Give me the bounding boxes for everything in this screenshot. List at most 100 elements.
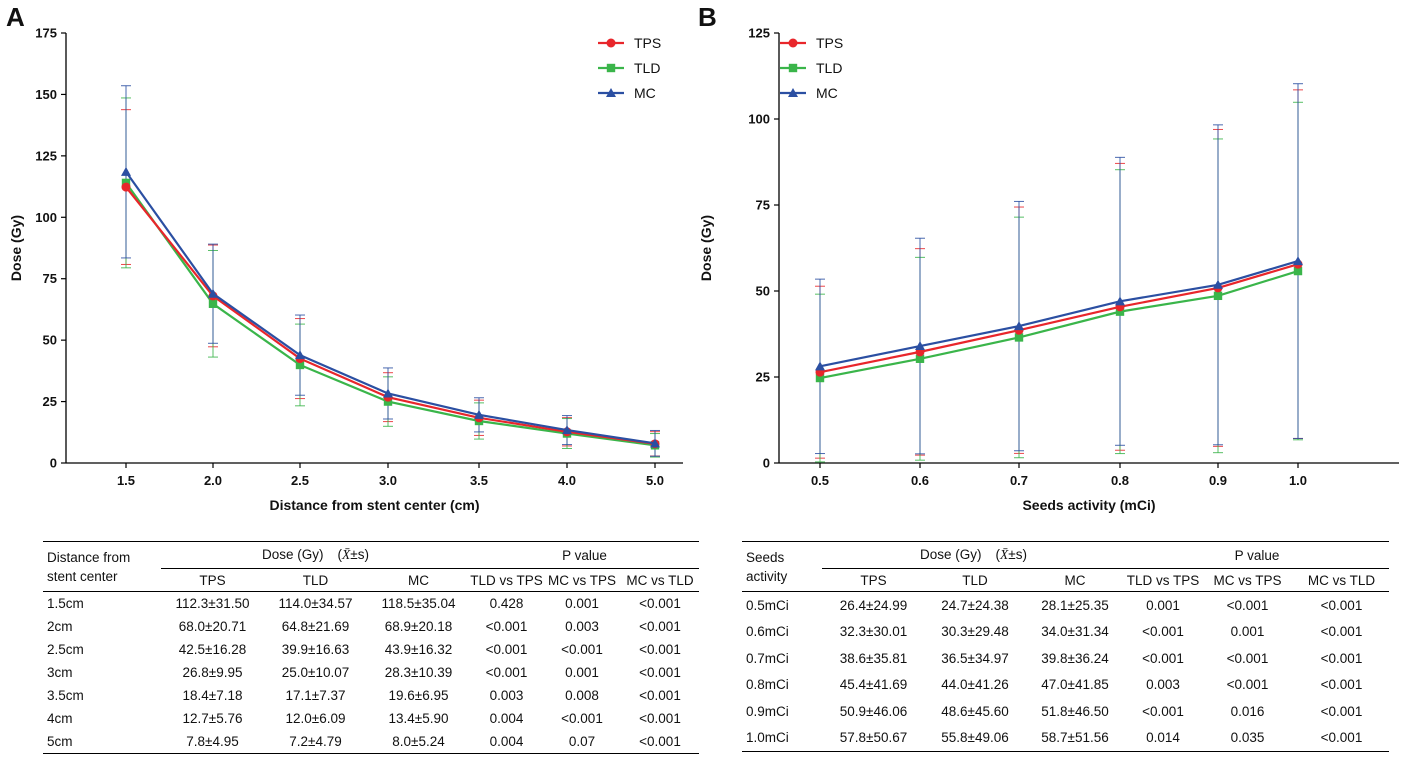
chart-b-legend-marker-mc bbox=[788, 88, 798, 97]
table-b-cell: 0.016 bbox=[1230, 703, 1265, 719]
chart-a-point-mc bbox=[121, 166, 131, 176]
table-b-column-header: TLD bbox=[925, 568, 1025, 592]
chart-b-errorbars-tps bbox=[815, 89, 1303, 459]
chart-a-x-tick-label: 4.0 bbox=[558, 473, 576, 488]
chart-a-y-tick-label: 50 bbox=[43, 333, 57, 348]
chart-b-point-tld bbox=[815, 373, 825, 383]
table-a-cell: 0.004 bbox=[470, 730, 543, 754]
table-b-cell: <0.001 bbox=[1142, 703, 1184, 719]
table-a-cell: 68.9±20.18 bbox=[384, 619, 453, 634]
chart-a-legend-marker-tps bbox=[606, 38, 616, 48]
table-a-cell: 1.5cm bbox=[47, 596, 84, 611]
chart-b-point-tld bbox=[1293, 266, 1303, 276]
table-a-cell: 2.5cm bbox=[47, 642, 84, 657]
table-a: Distance from stent center Dose (Gy) (X̄±s)… bbox=[43, 541, 699, 754]
chart-a-y-tick-label: 75 bbox=[43, 271, 57, 286]
table-a-cell: <0.001 bbox=[639, 619, 681, 634]
chart-a-line-tld bbox=[125, 182, 656, 447]
table-a-row: 4cm 12.7±5.76 12.0±6.09 13.4±5.90 0.004 <0.00… bbox=[43, 707, 699, 730]
chart-a-y-axis-title: Dose (Gy) bbox=[8, 215, 24, 281]
table-a-row: 3.5cm 18.4±7.18 17.1±7.37 19.6±6.95 0.003 0.0… bbox=[43, 684, 699, 707]
chart-a-x-tick-label: 5.0 bbox=[646, 473, 664, 488]
table-b-cell: 39.8±36.24 bbox=[1041, 650, 1109, 666]
chart-a-y-tick-label: 125 bbox=[35, 148, 57, 163]
chart-b-legend-label-tld: TLD bbox=[816, 60, 842, 76]
chart-a-x-tick-label: 1.5 bbox=[117, 473, 135, 488]
table-a-cell: 118.5±35.04 bbox=[381, 596, 456, 611]
table-a-first-header: Distance from stent center bbox=[43, 541, 161, 592]
table-b-cell: 0.7mCi bbox=[746, 650, 789, 666]
table-a-cell: 114.0±34.57 bbox=[278, 596, 353, 611]
table-b-dose-group-header: Dose (Gy) (X̄±s) bbox=[822, 541, 1125, 569]
chart-a-legend-label-mc: MC bbox=[634, 85, 656, 101]
table-b-cell: 0.001 bbox=[1146, 597, 1180, 613]
chart-b-line-mc bbox=[819, 260, 1299, 368]
chart-a: 0 25 50 75 100 125 150 175 1.5 2.0 2.5 3.0 3.5 4.0 5.0… bbox=[8, 26, 683, 513]
chart-b-x-tick-label: 0.8 bbox=[1111, 473, 1129, 488]
table-b: Seeds activity Dose (Gy) (X̄±s) P value TPS TL… bbox=[742, 541, 1389, 752]
chart-b-x-tick-label: 0.5 bbox=[811, 473, 829, 488]
table-b-cell: 32.3±30.01 bbox=[839, 624, 908, 640]
table-a-cell: 25.0±10.07 bbox=[281, 665, 350, 680]
table-b-cell: 0.8mCi bbox=[746, 677, 789, 693]
table-a-cell: 8.0±5.24 bbox=[367, 730, 470, 754]
table-a-cell: 4cm bbox=[47, 711, 73, 726]
table-a-stat-suffix: ±s bbox=[350, 547, 365, 562]
table-b-cell: 26.4±24.99 bbox=[839, 597, 908, 613]
chart-b-y-tick-label: 25 bbox=[756, 370, 770, 385]
table-b-cell: 34.0±31.34 bbox=[1041, 624, 1109, 640]
chart-a-point-mc bbox=[295, 350, 305, 360]
chart-a-legend-marker-mc bbox=[606, 88, 616, 97]
table-a-cell: 0.004 bbox=[489, 711, 524, 726]
table-b-cell: <0.001 bbox=[1226, 597, 1269, 613]
table-b-cell: 0.014 bbox=[1125, 724, 1201, 752]
table-a-cell: 0.008 bbox=[565, 688, 599, 703]
chart-b-point-tld bbox=[1213, 291, 1223, 301]
panel-b-letter: B bbox=[698, 2, 717, 32]
table-a-cell: <0.001 bbox=[485, 619, 528, 634]
table-a-cell: 68.0±20.71 bbox=[178, 619, 247, 634]
table-b-row: 0.8mCi 45.4±41.69 44.0±41.26 47.0±41.85 0.00… bbox=[742, 672, 1389, 699]
chart-b-line-tld bbox=[819, 269, 1299, 380]
table-b-cell: 0.6mCi bbox=[746, 624, 789, 640]
table-a-column-header: TLD vs TPS bbox=[470, 568, 543, 592]
chart-b-y-tick-label: 50 bbox=[756, 284, 770, 299]
chart-a-point-mc bbox=[383, 388, 393, 398]
chart-b-errorbars-mc bbox=[815, 83, 1303, 455]
table-b-cell: 45.4±41.69 bbox=[839, 677, 908, 693]
chart-a-x-tick-label: 3.0 bbox=[379, 473, 397, 488]
table-b-row: 0.7mCi 38.6±35.81 36.5±34.97 39.8±36.24 <0.0… bbox=[742, 645, 1389, 672]
chart-b-line-tps bbox=[819, 263, 1299, 374]
chart-b-y-tick-label: 0 bbox=[763, 456, 770, 471]
table-b-row: 0.9mCi 50.9±46.06 48.6±45.60 51.8±46.50 <0.0… bbox=[742, 698, 1389, 725]
chart-b-point-mc bbox=[915, 341, 925, 351]
table-a-row: 2cm 68.0±20.71 64.8±21.69 68.9±20.18 <0.001 0… bbox=[43, 615, 699, 638]
table-a-cell: 7.2±4.79 bbox=[264, 730, 367, 754]
table-b-cell: 1.0mCi bbox=[742, 724, 822, 752]
chart-a-y-tick-label: 100 bbox=[35, 210, 57, 225]
chart-a-point-tld bbox=[295, 360, 305, 370]
chart-b-x-tick-label: 0.9 bbox=[1209, 473, 1227, 488]
table-a-stat-label: (X̄±s) bbox=[337, 547, 369, 562]
table-b-cell: 38.6±35.81 bbox=[839, 650, 908, 666]
chart-a-point-mc bbox=[562, 425, 572, 435]
table-a-cell: 13.4±5.90 bbox=[388, 711, 449, 726]
table-a-cell: 17.1±7.37 bbox=[285, 688, 346, 703]
table-a-cell: 43.9±16.32 bbox=[384, 642, 453, 657]
chart-b-y-tick-label: 125 bbox=[748, 26, 770, 41]
chart-a-point-mc bbox=[650, 438, 660, 448]
table-a-cell: 7.8±4.95 bbox=[161, 730, 264, 754]
chart-a-x-tick-label: 3.5 bbox=[470, 473, 488, 488]
table-a-cell: 112.3±31.50 bbox=[175, 596, 250, 611]
table-b-cell: 50.9±46.06 bbox=[839, 703, 908, 719]
table-b-first-header-line: activity bbox=[746, 568, 788, 584]
table-a-cell: 5cm bbox=[43, 730, 161, 754]
table-a-cell: <0.001 bbox=[639, 596, 681, 611]
table-a-cell: 64.8±21.69 bbox=[281, 619, 350, 634]
table-b-p-value-group-header: P value bbox=[1125, 541, 1389, 569]
table-b-stat-label: (X̄±s) bbox=[995, 547, 1027, 562]
table-a-first-header-line: stent center bbox=[47, 568, 118, 584]
table-b-row: 1.0mCi 57.8±50.67 55.8±49.06 58.7±51.56 0.01… bbox=[742, 724, 1389, 752]
table-a-cell: 0.003 bbox=[565, 619, 599, 634]
table-a-cell: 0.07 bbox=[543, 730, 621, 754]
